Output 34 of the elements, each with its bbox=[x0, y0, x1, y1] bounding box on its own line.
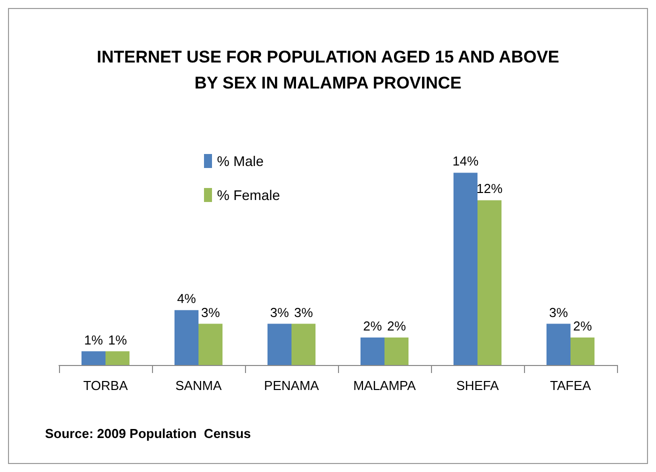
x-tick-label: PENAMA bbox=[264, 378, 320, 393]
x-tick-label: TORBA bbox=[83, 378, 128, 393]
data-label: 1% bbox=[108, 332, 128, 348]
bar bbox=[292, 324, 316, 365]
data-label: 3% bbox=[201, 304, 220, 320]
data-label: 2% bbox=[573, 318, 592, 334]
data-label: 12% bbox=[476, 181, 503, 196]
bar bbox=[106, 351, 130, 365]
bar bbox=[478, 200, 502, 365]
data-label: 2% bbox=[363, 318, 382, 334]
data-label: 3% bbox=[294, 304, 314, 320]
x-tick-label: SANMA bbox=[175, 378, 222, 393]
data-label: 3% bbox=[549, 304, 568, 320]
bar bbox=[570, 338, 594, 365]
legend-label: % Female bbox=[217, 187, 280, 203]
data-label: 2% bbox=[387, 318, 406, 334]
x-tick-label: TAFEA bbox=[550, 378, 592, 393]
data-label: 3% bbox=[270, 304, 290, 320]
bar bbox=[268, 324, 292, 365]
bar bbox=[82, 351, 106, 365]
x-tick-label: SHEFA bbox=[456, 378, 500, 393]
bar bbox=[174, 310, 198, 365]
x-tick-label: MALAMPA bbox=[353, 378, 416, 393]
data-label: 4% bbox=[177, 291, 196, 306]
bar bbox=[360, 338, 384, 365]
data-label: 1% bbox=[84, 332, 104, 348]
chart-title: INTERNET USE FOR POPULATION AGED 15 AND ABOVE BY SEX IN MALAMPA PROVINCE bbox=[96, 48, 560, 92]
bar bbox=[384, 338, 408, 365]
legend-label: % Male bbox=[217, 153, 264, 169]
source-note: Source: 2009 Population Census bbox=[45, 426, 251, 441]
bar bbox=[198, 324, 222, 365]
bar bbox=[454, 172, 478, 365]
bar bbox=[546, 324, 570, 365]
data-label: 14% bbox=[452, 154, 479, 169]
